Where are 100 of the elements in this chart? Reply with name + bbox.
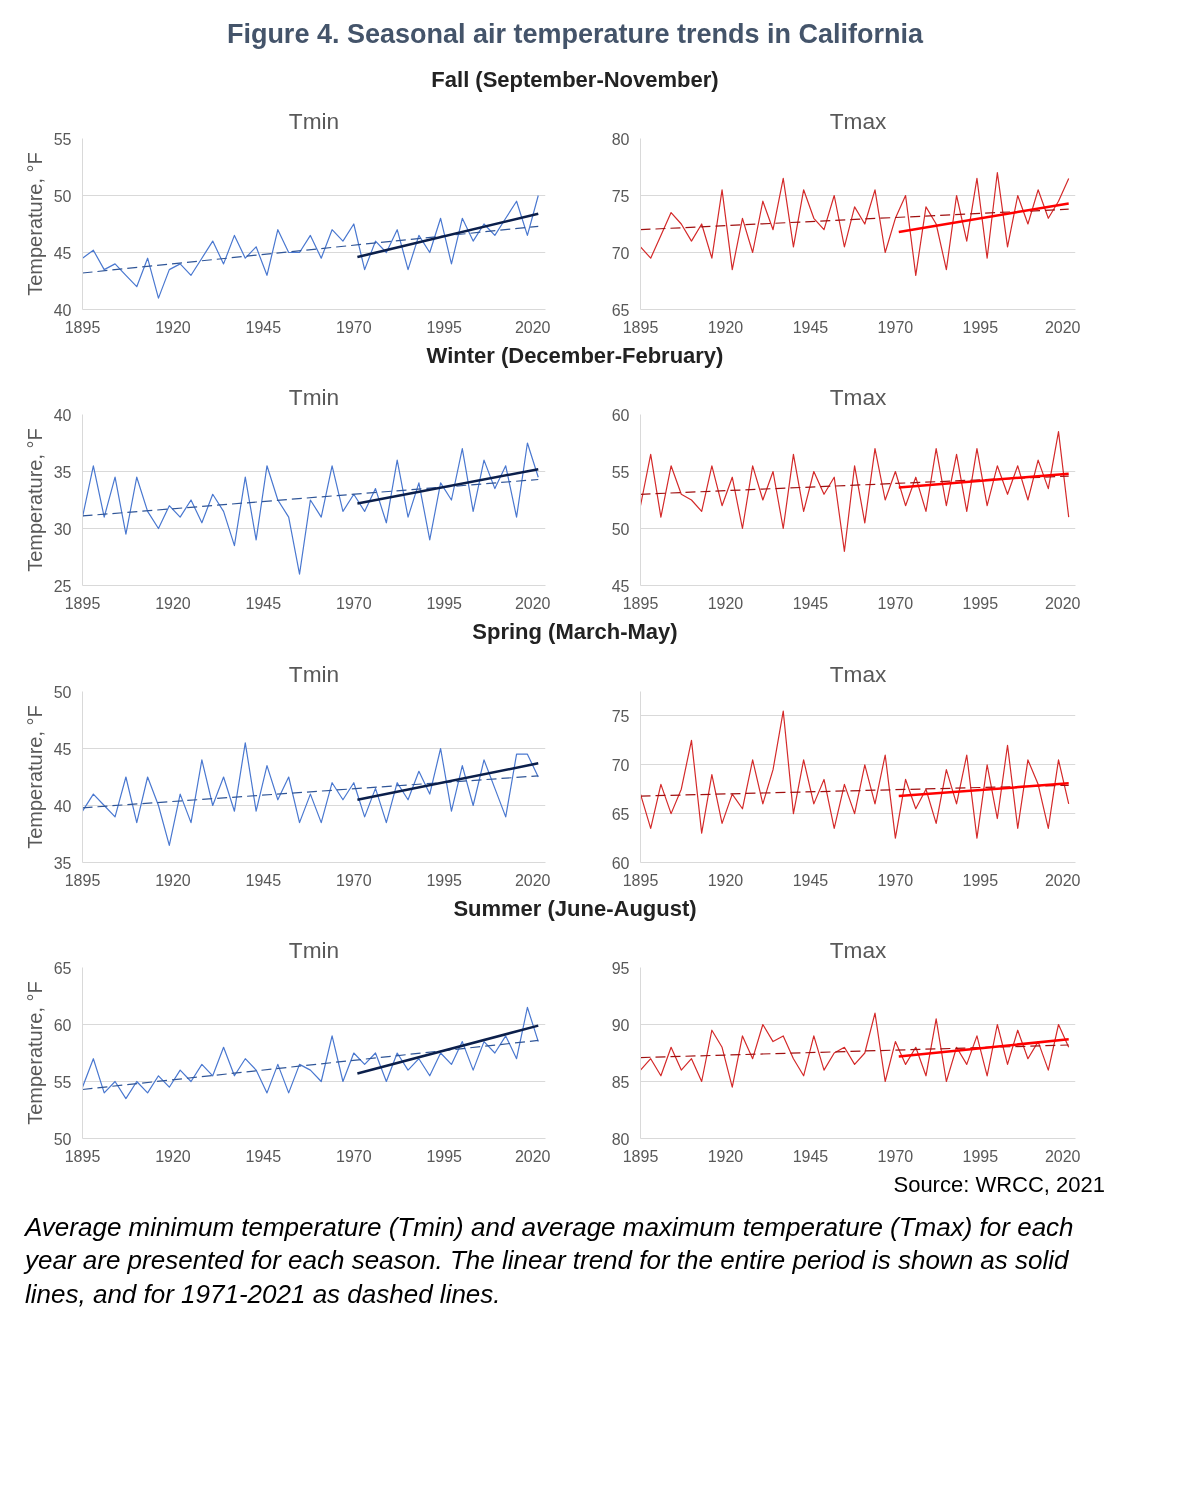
x-tick-label: 1945 [245,1147,282,1165]
x-tick-label: 1970 [877,871,914,889]
x-tick-label: 1970 [877,594,914,612]
x-tick-label: 2020 [514,318,551,336]
x-tick-label: 1970 [877,1147,914,1165]
y-tick-label: 50 [611,520,630,538]
y-tick-label: 65 [611,301,630,319]
x-tick-label: 1920 [155,318,191,336]
x-tick-label: 1920 [155,1147,191,1165]
x-tick-label: 1920 [707,594,744,612]
y-tick-label: 35 [53,463,72,481]
x-tick-label: 1995 [962,318,999,336]
chart-subtitle: Tmax [829,383,887,410]
y-tick-label: 35 [53,854,72,872]
y-tick-label: 70 [611,244,630,262]
x-tick-label: 1920 [155,594,191,612]
y-axis-title: Temperature, °F [23,428,46,573]
x-tick-label: 2020 [514,594,551,612]
x-tick-label: 1895 [64,1147,101,1165]
y-tick-label: 30 [53,520,72,538]
chart-subtitle: Tmin [288,107,340,134]
y-tick-label: 60 [53,1016,72,1034]
x-tick-label: 2020 [1044,1147,1081,1165]
y-tick-label: 65 [611,805,630,823]
chart-subtitle: Tmax [829,660,887,687]
x-tick-label: 1895 [64,871,101,889]
line-series [82,1007,539,1100]
x-tick-label: 1895 [64,318,101,336]
line-series [82,742,539,846]
x-tick-label: 1970 [877,318,914,336]
y-axis-title: Temperature, °F [23,981,46,1126]
chart-title: Spring (March-May) [472,618,678,647]
x-tick-label: 1970 [335,318,372,336]
y-tick-label: 40 [53,406,72,424]
x-tick-label: 1895 [622,1147,659,1165]
x-tick-label: 1945 [792,871,829,889]
chart-title: Fall (September-November) [431,65,719,94]
x-tick-label: 2020 [514,1147,551,1165]
x-tick-label: 1920 [707,871,744,889]
x-tick-label: 2020 [514,871,551,889]
x-tick-label: 1945 [792,594,829,612]
x-tick-label: 1920 [707,318,744,336]
x-tick-label: 1895 [622,594,659,612]
y-tick-label: 90 [611,1016,630,1034]
x-tick-label: 2020 [1044,871,1081,889]
y-tick-label: 40 [53,301,72,319]
text: Average minimum temperature (Tmin) and average maximum temperature (Tmax) for each year are presented for each season. The linear trend for the entire period is shown as solid lines, and for 1971-2021 as dashed lines. [25,1210,1075,1312]
y-tick-label: 40 [53,797,72,815]
x-tick-label: 1945 [245,871,282,889]
chart-subtitle: Tmax [829,936,887,963]
x-tick-label: 1995 [426,318,463,336]
y-tick-label: 80 [611,1130,630,1148]
y-tick-label: 60 [611,854,630,872]
x-tick-label: 1970 [335,871,372,889]
x-tick-label: 1995 [426,871,463,889]
x-tick-label: 1945 [792,318,829,336]
x-tick-label: 1995 [962,1147,999,1165]
x-tick-label: 1895 [622,871,659,889]
line-series [640,710,1070,839]
chart-subtitle: Tmin [288,936,340,963]
y-tick-label: 55 [53,1073,72,1091]
chart-subtitle: Tmin [288,660,340,687]
y-axis-title: Temperature, °F [23,705,46,849]
y-tick-label: 45 [53,244,72,262]
source-note: Source: WRCC, 2021 [893,1171,1105,1200]
y-tick-label: 45 [611,577,630,595]
y-axis-title: Temperature, °F [23,152,46,296]
y-tick-label: 80 [611,130,630,148]
y-tick-label: 50 [53,1130,72,1148]
x-tick-label: 2020 [1044,594,1081,612]
y-tick-label: 55 [53,130,72,148]
y-tick-label: 50 [53,683,72,701]
x-tick-label: 1995 [426,1147,463,1165]
x-tick-label: 1995 [962,594,999,612]
chart-title: Winter (December-February) [426,342,724,370]
line-series [640,172,1070,276]
y-tick-label: 25 [53,577,72,595]
chart-subtitle: Tmax [829,107,887,134]
x-tick-label: 1970 [335,1147,372,1165]
caption: Figure 4. Seasonal air temperature trends in California [226,18,924,51]
y-tick-label: 70 [611,756,630,774]
y-tick-label: 50 [53,187,72,205]
line-series [640,431,1070,553]
x-tick-label: 1920 [155,871,191,889]
x-tick-label: 2020 [1044,318,1081,336]
line-series [82,194,539,299]
x-tick-label: 1895 [64,594,101,612]
x-tick-label: 1970 [335,594,372,612]
chart-title: Summer (June-August) [453,894,697,923]
x-tick-label: 1895 [622,318,659,336]
y-tick-label: 75 [611,187,630,205]
line-series [82,442,539,576]
x-tick-label: 1945 [792,1147,829,1165]
y-tick-label: 85 [611,1073,630,1091]
x-tick-label: 1995 [962,871,999,889]
y-tick-label: 60 [611,406,630,424]
chart-subtitle: Tmin [288,383,340,410]
x-tick-label: 1945 [245,594,282,612]
y-tick-label: 65 [53,959,72,977]
line-series [640,1012,1070,1089]
